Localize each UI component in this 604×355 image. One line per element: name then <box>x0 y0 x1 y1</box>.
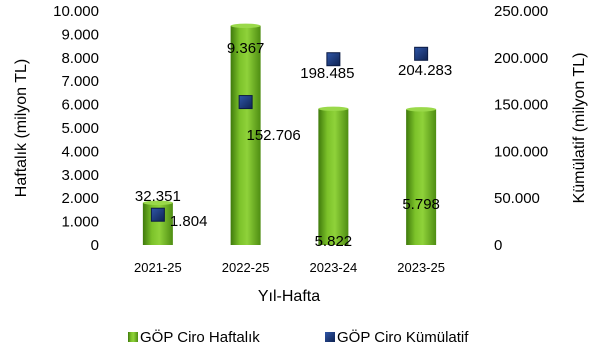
marker-data-label: 152.706 <box>247 127 301 144</box>
bar-data-label: 5.822 <box>315 233 353 250</box>
x-axis-ticks: 2021-25 2022-25 2023-24 2023-25 <box>134 260 445 275</box>
marker <box>326 52 341 67</box>
y2-axis-title: Kümülatif (milyon TL) <box>571 53 588 204</box>
x-tick-label: 2022-25 <box>222 260 270 275</box>
bar <box>406 109 437 245</box>
data-labels: 1.804 9.367 5.822 5.798 32.351 152.706 198.485… <box>135 40 452 250</box>
y-axis-ticks: 0 1.000 2.000 3.000 4.000 5.000 6.000 7.000 8.00… <box>53 3 99 254</box>
marker <box>150 207 165 222</box>
bar-top <box>406 107 437 112</box>
marker-data-label: 198.485 <box>300 65 354 82</box>
bar-series <box>142 23 437 246</box>
x-tick-label: 2021-25 <box>134 260 182 275</box>
y-tick-label: 8.000 <box>61 50 99 67</box>
marker <box>238 95 253 110</box>
y-tick-label: 2.000 <box>61 190 99 207</box>
bar-top <box>230 23 261 29</box>
y-tick-label: 10.000 <box>53 3 99 20</box>
y2-tick-label: 200.000 <box>494 50 548 67</box>
bar-data-label: 5.798 <box>402 196 440 213</box>
legend-swatch-bar <box>128 332 138 342</box>
x-tick-label: 2023-24 <box>310 260 358 275</box>
y2-tick-label: 0 <box>494 237 502 254</box>
y-tick-label: 3.000 <box>61 167 99 184</box>
y-tick-label: 1.000 <box>61 214 99 231</box>
legend-swatch-marker <box>325 332 335 342</box>
marker-data-label: 204.283 <box>398 62 452 79</box>
y-tick-label: 0 <box>91 237 99 254</box>
bar-top <box>318 106 349 111</box>
y-tick-label: 6.000 <box>61 97 99 114</box>
bar-top <box>142 200 173 205</box>
y-tick-label: 5.000 <box>61 120 99 137</box>
legend-label-marker: GÖP Ciro Kümülatif <box>337 328 469 346</box>
marker <box>414 46 429 61</box>
y-tick-label: 9.000 <box>61 26 99 43</box>
marker-data-label: 32.351 <box>135 188 181 205</box>
bar <box>318 108 349 245</box>
bar <box>230 25 261 246</box>
y2-tick-label: 150.000 <box>494 97 548 114</box>
legend-label-bar: GÖP Ciro Haftalık <box>140 328 260 346</box>
y-axis-title: Haftalık (milyon TL) <box>13 59 30 197</box>
bar-data-label: 9.367 <box>227 40 265 57</box>
bar-data-label: 1.804 <box>170 213 208 230</box>
y2-tick-label: 250.000 <box>494 3 548 20</box>
x-tick-label: 2023-25 <box>397 260 445 275</box>
y2-tick-label: 100.000 <box>494 143 548 160</box>
marker-series <box>150 46 429 222</box>
y-tick-label: 7.000 <box>61 73 99 90</box>
y-tick-label: 4.000 <box>61 143 99 160</box>
y2-axis-ticks: 0 50.000 100.000 150.000 200.000 250.000 <box>494 3 548 254</box>
y2-tick-label: 50.000 <box>494 190 540 207</box>
legend: GÖP Ciro Haftalık GÖP Ciro Kümülatif <box>128 328 469 346</box>
x-axis-title: Yıl-Hafta <box>258 288 320 305</box>
